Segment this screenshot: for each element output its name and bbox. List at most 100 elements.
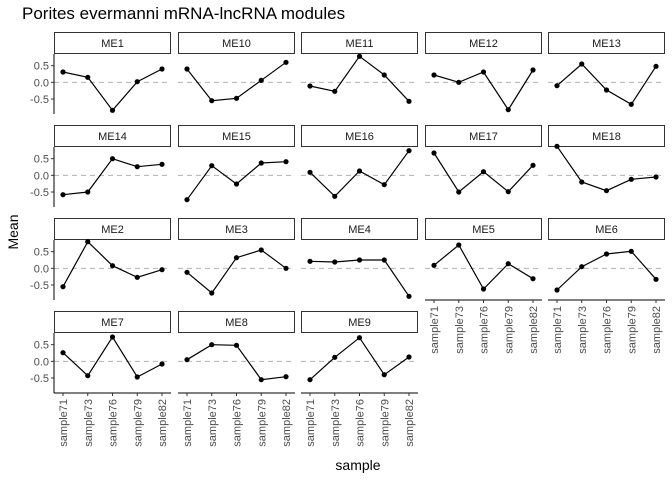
series-line-me6 (556, 250, 657, 291)
data-point (381, 182, 387, 188)
y-tick-label: -0.5 (30, 94, 49, 106)
series-line-me8 (186, 344, 287, 381)
data-point (406, 98, 412, 104)
data-point (283, 59, 289, 65)
data-point (653, 174, 659, 180)
data-point (456, 189, 462, 195)
facet-panel-me10: ME10 (178, 32, 295, 104)
facet-strip-label: ME2 (101, 224, 124, 236)
data-point (332, 88, 338, 94)
x-tick-label: sample76 (479, 306, 491, 354)
data-point (603, 251, 610, 257)
facet-strip (425, 218, 542, 240)
facet-strip-label: ME9 (348, 317, 371, 329)
data-point (60, 69, 66, 75)
facet-strip (54, 32, 171, 54)
x-tick-label: sample76 (602, 306, 614, 354)
facet-strip (425, 32, 542, 54)
facet-strip (548, 218, 665, 240)
y-tick-label: 0.0 (34, 170, 49, 182)
data-point (159, 361, 165, 367)
x-tick-label: sample82 (404, 399, 416, 447)
y-tick-label: 0.5 (34, 61, 49, 73)
x-tick-label: sample82 (157, 399, 169, 447)
data-point (653, 276, 659, 282)
facet-panel-me2: ME2 0.5 0.0 -0.5 (30, 218, 171, 300)
facet-panel-me13: ME13 (548, 32, 665, 107)
data-point (406, 293, 412, 299)
x-tick-label: sample71 (429, 306, 441, 354)
series-line-me5 (433, 244, 534, 290)
data-point (60, 284, 66, 290)
facet-strip (301, 32, 418, 54)
data-point (109, 334, 116, 340)
facet-strip-label: ME13 (592, 38, 621, 50)
facet-strip (548, 125, 665, 147)
data-point (603, 87, 610, 93)
facet-strip (301, 125, 418, 147)
series-line-me12 (433, 69, 534, 111)
facet-strip-label: ME14 (98, 131, 127, 143)
series-line-me9 (309, 336, 410, 381)
x-tick-label: sample79 (379, 399, 391, 447)
facet-strip-label: ME12 (469, 38, 498, 50)
data-point (233, 95, 240, 101)
data-point (480, 169, 487, 175)
facet-panel-me8: ME8 sample71 sample73 sample76 sample79 sampl… (178, 311, 295, 447)
data-point (134, 274, 140, 280)
x-tick-label: sample73 (330, 399, 342, 447)
x-tick-label: sample71 (552, 306, 564, 354)
data-point (209, 342, 215, 348)
data-point (233, 181, 240, 187)
data-point (554, 287, 560, 293)
data-point (209, 163, 215, 169)
facet-strip (178, 125, 295, 147)
x-tick-label: sample71 (182, 399, 194, 447)
y-tick-label: -0.5 (30, 280, 49, 292)
y-tick-label: 0.0 (34, 77, 49, 89)
y-tick-label: 0.5 (34, 340, 49, 352)
series-line-me14 (62, 157, 163, 196)
series-line-me7 (62, 335, 163, 378)
facet-strip-label: ME11 (346, 38, 374, 50)
facet-strip (425, 125, 542, 147)
y-axis-title: Mean (5, 214, 21, 249)
facet-strip-label: ME18 (592, 131, 621, 143)
facet-strip-label: ME15 (222, 131, 251, 143)
data-point (307, 169, 313, 175)
x-tick-label: sample82 (281, 399, 293, 447)
data-point (60, 350, 66, 356)
y-tick-label: -0.5 (30, 373, 49, 385)
data-point (85, 239, 91, 245)
data-point (480, 69, 487, 75)
x-tick-label: sample76 (355, 399, 367, 447)
data-point (159, 66, 165, 72)
data-point (456, 242, 462, 248)
y-tick-label: 0.5 (34, 154, 49, 166)
chart-title: Porites evermanni mRNA-lncRNA modules (22, 4, 345, 23)
data-point (505, 107, 511, 113)
data-point (134, 164, 140, 170)
data-point (184, 269, 190, 275)
x-tick-label: sample82 (528, 306, 540, 354)
data-point (85, 373, 91, 379)
series-line-me10 (186, 61, 287, 102)
data-point (628, 101, 634, 107)
data-point (258, 77, 264, 83)
data-point (554, 143, 560, 149)
data-point (60, 192, 66, 198)
data-point (109, 263, 116, 269)
x-tick-label: sample76 (108, 399, 120, 447)
data-point (628, 176, 634, 182)
data-point (85, 189, 91, 195)
x-tick-label: sample79 (256, 399, 268, 447)
data-point (307, 83, 313, 89)
data-point (283, 265, 289, 271)
x-tick-label: sample82 (651, 306, 663, 354)
data-point (159, 161, 165, 167)
facet-strip (178, 218, 295, 240)
facet-strip (54, 218, 171, 240)
data-point (356, 257, 363, 263)
y-tick-label: 0.0 (34, 263, 49, 275)
data-point (258, 160, 264, 166)
